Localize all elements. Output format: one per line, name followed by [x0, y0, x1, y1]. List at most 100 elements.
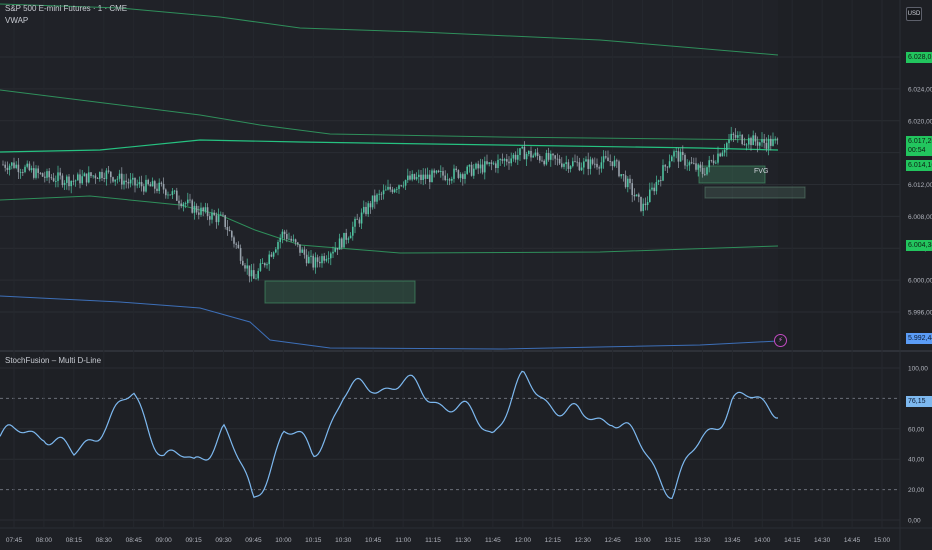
- candle-body: [134, 177, 136, 186]
- candle-body: [679, 151, 682, 162]
- candle-body: [259, 263, 262, 271]
- osc-tick: 40,00: [908, 457, 925, 464]
- candle-body: [556, 158, 559, 160]
- vwap-legend[interactable]: VWAP: [5, 16, 29, 25]
- vwap-upper-band-2: [0, 3, 779, 56]
- candle-body: [191, 200, 193, 213]
- candle-body: [528, 150, 530, 155]
- candle-body: [695, 163, 697, 170]
- candle-body: [349, 235, 352, 239]
- candle-body: [198, 212, 200, 215]
- candle-body: [561, 163, 563, 167]
- candle-body: [539, 156, 541, 161]
- candle-body: [651, 187, 653, 190]
- candle-body: [594, 163, 596, 165]
- candle-body: [41, 173, 44, 177]
- candle-body: [160, 182, 163, 184]
- candle-body: [532, 155, 534, 158]
- candle-body: [510, 158, 512, 164]
- candle-body: [246, 265, 248, 269]
- candle-body: [239, 248, 242, 261]
- candle-body: [666, 166, 669, 168]
- currency-button[interactable]: USD: [906, 7, 922, 21]
- candle-body: [495, 163, 497, 169]
- candle-body: [281, 231, 284, 238]
- candle-body: [563, 164, 565, 167]
- candle-body: [490, 162, 493, 164]
- time-tick: 07:45: [6, 537, 23, 544]
- candle-body: [701, 167, 704, 175]
- candle-body: [640, 196, 642, 211]
- candle-body: [508, 161, 510, 164]
- candle-body: [19, 172, 22, 173]
- price-tick: 6.020,00: [908, 118, 932, 125]
- candle-body: [171, 191, 174, 196]
- candle-body: [127, 182, 130, 184]
- candle-body: [730, 133, 732, 140]
- candle-body: [336, 248, 339, 250]
- candle-body: [409, 175, 411, 180]
- candle-body: [688, 162, 691, 166]
- candle-body: [33, 168, 35, 178]
- candle-body: [220, 214, 222, 216]
- symbol-title[interactable]: S&P 500 E-mini Futures · 1 · CME: [5, 4, 128, 13]
- candle-body: [699, 164, 702, 168]
- candle-body: [420, 174, 422, 180]
- candle-body: [272, 252, 275, 257]
- price-label: 5.992,44: [906, 333, 932, 344]
- candle-body: [525, 154, 528, 160]
- candle-body: [451, 178, 453, 181]
- candle-body: [547, 153, 550, 160]
- candle-body: [631, 183, 633, 196]
- candle-body: [543, 160, 545, 165]
- candle-body: [2, 164, 4, 166]
- candle-body: [545, 153, 548, 165]
- candle-body: [151, 181, 154, 187]
- candle-body: [248, 265, 251, 277]
- candle-body: [228, 230, 231, 232]
- candle-body: [404, 180, 407, 186]
- candle-body: [609, 161, 611, 162]
- candle-body: [521, 146, 523, 149]
- candle-body: [162, 183, 165, 190]
- candle-body: [675, 151, 677, 152]
- candle-body: [352, 226, 354, 236]
- fvg-zone: [698, 165, 766, 184]
- oscillator-legend[interactable]: StochFusion – Multi D-Line: [5, 356, 102, 365]
- fvg-label: FVG: [754, 168, 769, 175]
- time-tick: 11:15: [425, 537, 441, 544]
- candle-body: [68, 176, 70, 187]
- candle-body: [374, 195, 376, 202]
- candle-body: [660, 180, 662, 182]
- candle-body: [486, 161, 488, 164]
- price-tick: 6.000,00: [908, 278, 932, 285]
- candle-body: [748, 137, 750, 145]
- candle-body: [723, 149, 726, 153]
- candle-body: [668, 161, 671, 168]
- candle-body: [61, 175, 64, 186]
- candle-body: [341, 238, 343, 248]
- candle-body: [585, 159, 587, 162]
- candle-body: [741, 134, 743, 145]
- candle-body: [308, 256, 310, 264]
- candle-body: [107, 170, 110, 172]
- time-tick: 09:30: [215, 537, 232, 544]
- candle-body: [664, 165, 666, 167]
- candle-body: [706, 167, 708, 175]
- candle-body: [721, 152, 724, 157]
- candle-body: [184, 203, 187, 204]
- time-tick: 12:45: [604, 537, 621, 544]
- vwap-upper-band-1: [0, 89, 779, 141]
- candle-body: [369, 203, 372, 208]
- osc-tick: 100,00: [908, 366, 928, 373]
- time-tick: 08:30: [96, 537, 113, 544]
- candle-body: [365, 206, 367, 215]
- time-tick: 14:00: [754, 537, 771, 544]
- candle-body: [671, 156, 673, 162]
- candle-body: [116, 178, 119, 180]
- candle-body: [554, 155, 556, 159]
- candle-body: [217, 215, 220, 223]
- candle-body: [387, 186, 389, 190]
- lightning-icon[interactable]: ⚡: [774, 334, 787, 347]
